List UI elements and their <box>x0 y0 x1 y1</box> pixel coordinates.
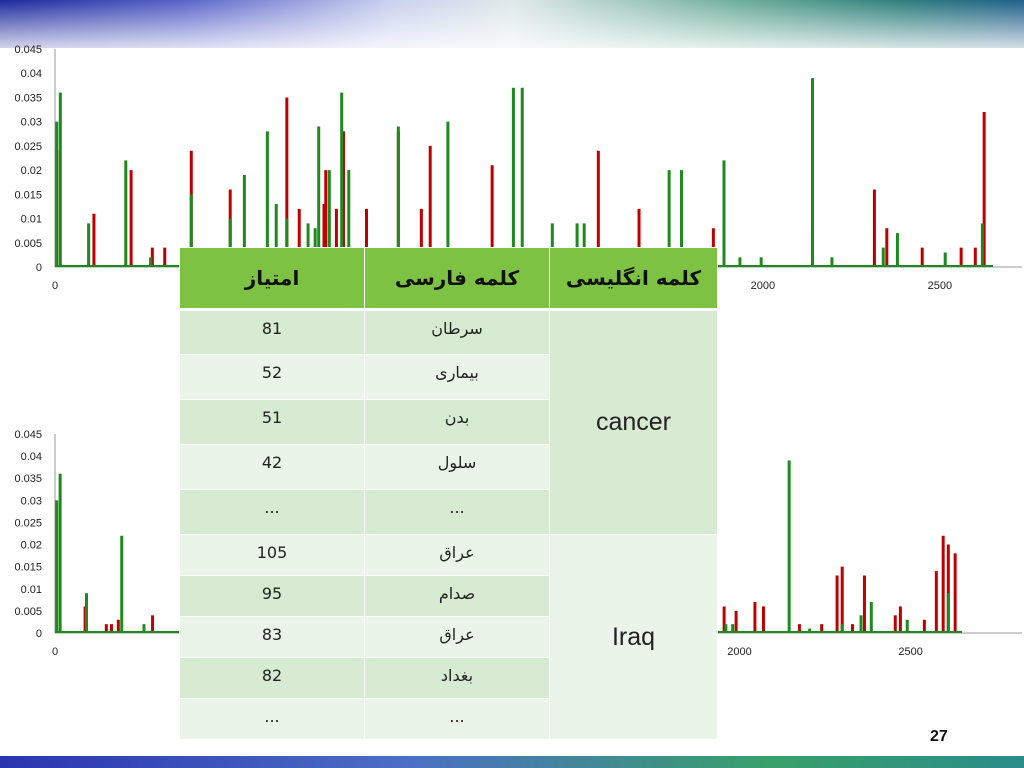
y-tick-label: 0.005 <box>14 238 42 250</box>
y-tick-label: 0.02 <box>21 540 42 552</box>
word-score-table: امتیاز کلمه فارسی کلمه انگلیسی 81 سرطان … <box>179 247 718 740</box>
persian-word-cell: بدن <box>364 399 550 445</box>
y-tick-label: 0.01 <box>21 214 42 226</box>
y-tick-label: 0.04 <box>21 68 42 80</box>
persian-word-cell: ... <box>364 698 550 740</box>
score-cell: 95 <box>179 575 365 617</box>
y-tick-label: 0.005 <box>14 606 42 618</box>
table-row: ... ... <box>179 489 718 535</box>
table-row: 82 بغداد <box>179 657 718 699</box>
y-tick-label: 0.025 <box>14 517 42 529</box>
table-row: 52 بیماری <box>179 354 718 400</box>
persian-word-cell: بغداد <box>364 657 550 699</box>
table-row: ... ... <box>179 698 718 740</box>
table-row: 51 بدن <box>179 399 718 445</box>
english-word-cell: Iraq <box>549 534 718 740</box>
table-row: 105 عراق Iraq <box>179 534 718 740</box>
score-cell: 82 <box>179 657 365 699</box>
table-row: 95 صدام <box>179 575 718 617</box>
y-tick-label: 0.04 <box>21 451 42 463</box>
y-tick-label: 0.03 <box>21 495 42 507</box>
y-tick-label: 0.02 <box>21 165 42 177</box>
table-row: 83 عراق <box>179 616 718 658</box>
y-tick-label: 0 <box>36 262 42 274</box>
x-tick-label: 2000 <box>751 280 775 292</box>
x-tick-label: 2000 <box>727 646 751 658</box>
persian-word-cell: سرطان <box>364 309 550 355</box>
y-tick-label: 0.025 <box>14 141 42 153</box>
x-tick-label: 2500 <box>928 280 952 292</box>
header-score: امتیاز <box>179 247 365 311</box>
y-tick-label: 0.045 <box>14 44 42 56</box>
header-persian-word: کلمه فارسی <box>364 247 550 311</box>
x-tick-label: 0 <box>52 646 58 658</box>
score-cell: ... <box>179 489 365 535</box>
x-tick-label: 2500 <box>898 646 922 658</box>
persian-word-cell: سلول <box>364 444 550 490</box>
y-tick-label: 0 <box>36 628 42 640</box>
persian-word-cell: صدام <box>364 575 550 617</box>
persian-word-cell: بیماری <box>364 354 550 400</box>
y-tick-label: 0.015 <box>14 562 42 574</box>
table-header-row: امتیاز کلمه فارسی کلمه انگلیسی <box>179 247 718 311</box>
x-tick-label: 0 <box>52 280 58 292</box>
y-tick-label: 0.015 <box>14 189 42 201</box>
score-cell: 42 <box>179 444 365 490</box>
score-cell: 105 <box>179 534 365 576</box>
persian-word-cell: عراق <box>364 534 550 576</box>
y-tick-label: 0.035 <box>14 473 42 485</box>
bottom-frequency-chart: 0 0.005 0.01 0.015 0.02 0.025 0.03 0.035 0.04 0.0… <box>14 429 1022 658</box>
y-tick-label: 0.01 <box>21 584 42 596</box>
page-number: 27 <box>930 728 948 745</box>
table-row: 42 سلول <box>179 444 718 490</box>
score-cell: 81 <box>179 309 365 355</box>
y-tick-label: 0.045 <box>14 429 42 441</box>
score-cell: ... <box>179 698 365 740</box>
table-row: 81 سرطان cancer <box>179 309 718 535</box>
header-english-word: کلمه انگلیسی <box>549 247 718 311</box>
footer-band <box>0 756 1024 768</box>
persian-word-cell: عراق <box>364 616 550 658</box>
score-cell: 52 <box>179 354 365 400</box>
score-cell: 83 <box>179 616 365 658</box>
score-cell: 51 <box>179 399 365 445</box>
persian-word-cell: ... <box>364 489 550 535</box>
english-word-cell: cancer <box>549 309 718 535</box>
y-tick-label: 0.03 <box>21 117 42 129</box>
title-band-fade <box>0 0 1024 60</box>
y-tick-label: 0.035 <box>14 92 42 104</box>
